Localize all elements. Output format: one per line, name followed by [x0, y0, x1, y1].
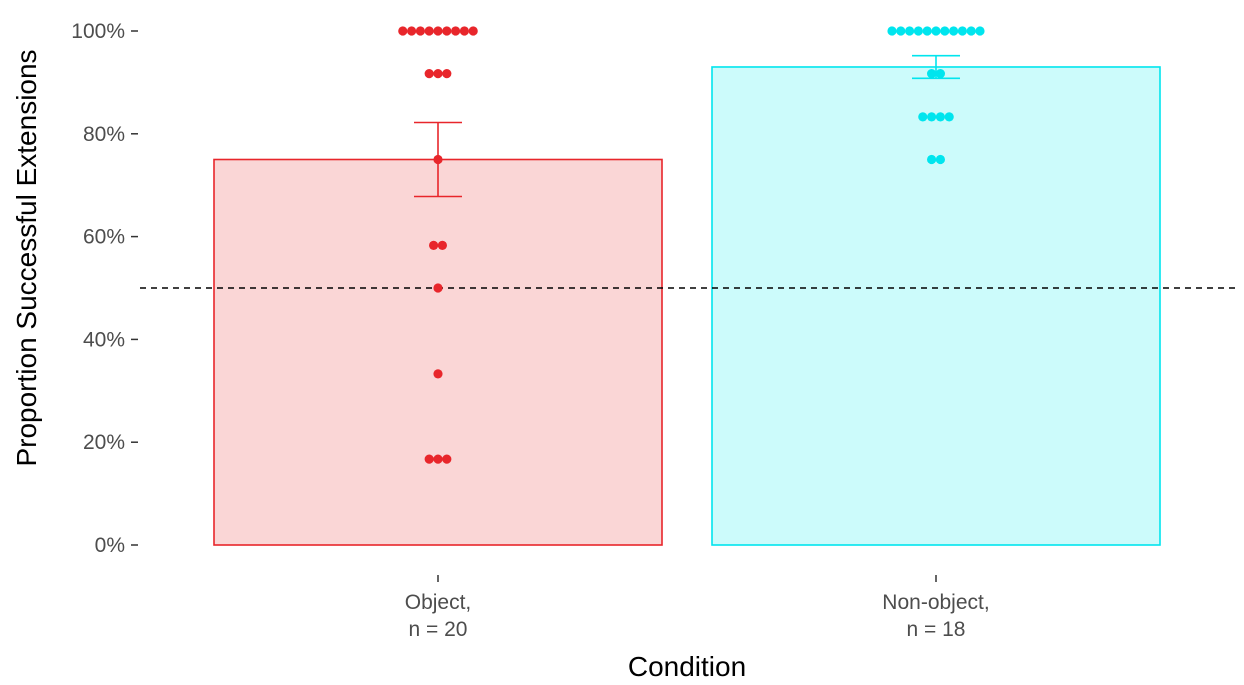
data-point	[407, 26, 417, 36]
data-point	[887, 26, 897, 36]
y-axis-title: Proportion Successful Extensions	[11, 49, 42, 466]
x-tick-label: Object,	[405, 591, 472, 614]
data-point	[424, 69, 434, 79]
data-points	[398, 26, 985, 464]
data-point	[433, 454, 443, 464]
data-point	[468, 26, 478, 36]
data-point	[944, 112, 954, 122]
y-tick-label: 100%	[71, 20, 125, 43]
data-point	[433, 154, 443, 165]
data-point	[922, 26, 932, 36]
bars	[213, 66, 1161, 546]
x-tick-label: n = 20	[409, 618, 468, 641]
data-point	[459, 26, 469, 36]
data-point	[433, 69, 443, 79]
error-bars	[414, 54, 960, 198]
data-point	[935, 154, 946, 165]
data-point	[442, 454, 452, 464]
data-point	[442, 26, 452, 36]
data-point	[931, 26, 941, 36]
x-tick-label: Non-object,	[882, 591, 989, 614]
data-point	[424, 454, 434, 464]
bar	[711, 66, 1161, 546]
x-axis-title: Condition	[628, 651, 746, 682]
data-point	[935, 69, 946, 79]
data-point	[927, 112, 937, 122]
y-tick-label: 60%	[83, 226, 125, 249]
data-point	[424, 26, 434, 36]
data-point	[437, 240, 447, 250]
data-point	[940, 26, 950, 36]
data-point	[918, 112, 928, 122]
data-point	[927, 69, 937, 79]
data-point	[415, 26, 425, 36]
data-point	[913, 26, 924, 36]
data-point	[957, 26, 968, 36]
data-point	[949, 26, 959, 36]
y-tick-label: 80%	[83, 123, 125, 146]
y-tick-label: 40%	[83, 328, 125, 351]
y-tick-label: 0%	[95, 534, 125, 557]
x-tick-label: n = 18	[907, 618, 966, 641]
data-point	[433, 26, 443, 36]
data-point	[429, 240, 439, 250]
data-point	[442, 69, 452, 79]
y-axis: 0% 20% 40% 60% 80% 100%	[71, 20, 138, 557]
y-tick-label: 20%	[83, 431, 125, 454]
data-point	[451, 26, 461, 36]
data-point	[433, 369, 443, 379]
data-point	[905, 26, 915, 36]
x-axis: Object, n = 20 Non-object, n = 18	[405, 575, 990, 641]
bar	[213, 158, 663, 546]
data-point	[935, 112, 946, 122]
data-point	[975, 26, 985, 36]
data-point	[927, 154, 937, 165]
data-point	[433, 283, 443, 293]
data-point	[896, 26, 906, 36]
data-point	[398, 26, 408, 36]
data-point	[966, 26, 976, 36]
